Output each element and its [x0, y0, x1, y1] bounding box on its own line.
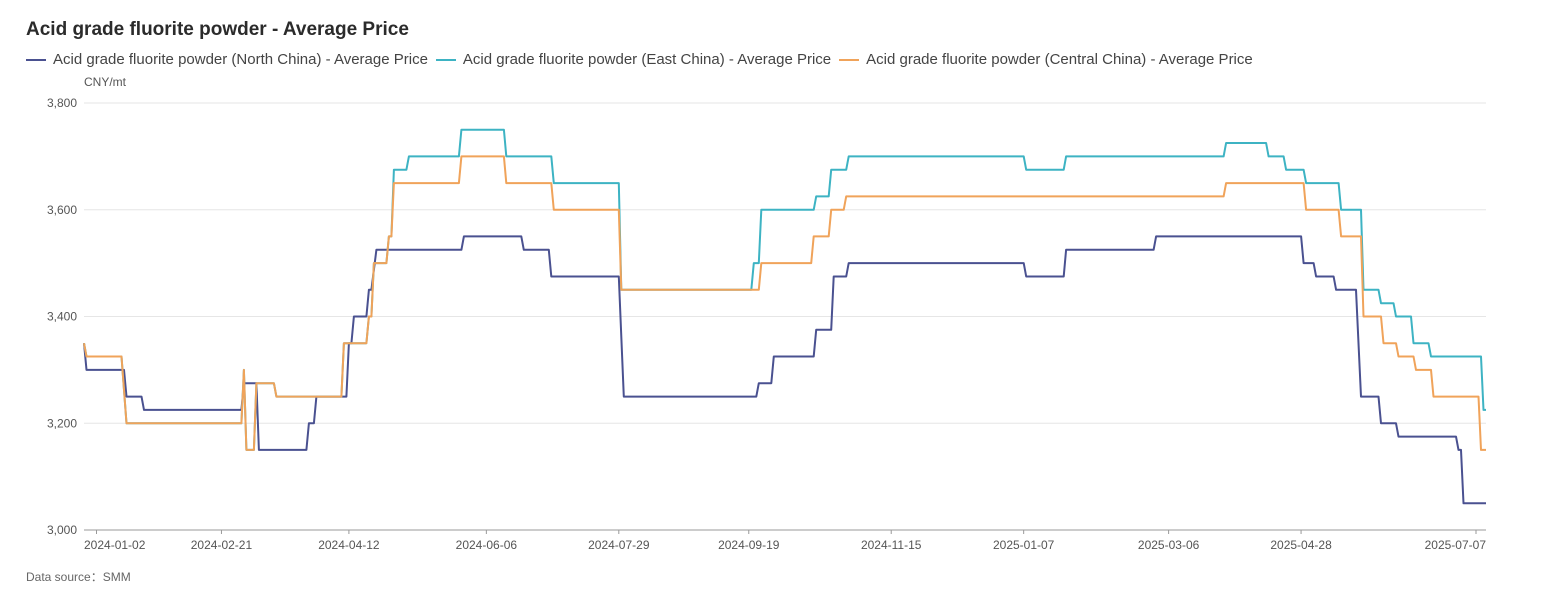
legend-swatch-north-china	[26, 58, 46, 61]
series-line-north-china	[83, 235, 1486, 505]
series-line-east-china	[83, 128, 1486, 451]
legend: Acid grade fluorite powder (North China)…	[26, 51, 1253, 68]
y-tick-label: 3,200	[47, 416, 77, 430]
x-tick-label: 2025-04-28	[1270, 538, 1332, 552]
y-axis-unit-label: CNY/mt	[84, 75, 126, 89]
legend-swatch-east-china	[435, 58, 456, 61]
legend-item-central-china[interactable]: Acid grade fluorite powder (Central Chin…	[839, 51, 1253, 68]
x-tick-label: 2024-07-29	[588, 538, 650, 552]
series-line-central-china	[83, 155, 1486, 451]
legend-item-north-china[interactable]: Acid grade fluorite powder (North China)…	[26, 51, 428, 68]
y-tick-label: 3,000	[47, 523, 77, 537]
chart-title: Acid grade fluorite powder - Average Pri…	[26, 19, 409, 40]
x-tick-label: 2024-06-06	[456, 538, 518, 552]
x-tick-label: 2025-03-06	[1138, 538, 1200, 552]
legend-label-east-china: Acid grade fluorite powder (East China) …	[462, 51, 832, 68]
x-tick-label: 2024-01-02	[84, 538, 146, 552]
x-tick-label: 2025-07-07	[1425, 538, 1487, 552]
y-tick-label: 3,400	[47, 310, 77, 324]
data-source: Data source：SMM	[26, 570, 131, 584]
legend-item-east-china[interactable]: Acid grade fluorite powder (East China) …	[435, 51, 832, 68]
x-tick-label: 2024-04-12	[318, 538, 380, 552]
legend-label-central-china: Acid grade fluorite powder (Central Chin…	[866, 51, 1253, 68]
x-tick-label: 2024-09-19	[718, 538, 780, 552]
legend-label-north-china: Acid grade fluorite powder (North China)…	[53, 51, 428, 68]
legend-swatch-central-china	[839, 58, 860, 61]
y-tick-label: 3,600	[47, 203, 77, 217]
x-tick-label: 2024-11-15	[861, 538, 922, 552]
x-tick-label: 2025-01-07	[993, 538, 1055, 552]
y-tick-label: 3,800	[47, 96, 77, 110]
x-tick-label: 2024-02-21	[191, 538, 253, 552]
